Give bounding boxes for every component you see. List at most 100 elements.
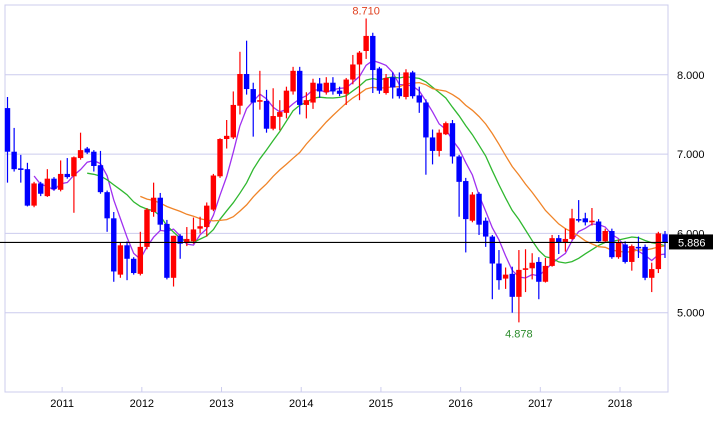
candle-body [217, 139, 223, 177]
candle-body [91, 151, 97, 166]
candle [44, 169, 51, 197]
x-tick-label: 2013 [209, 398, 233, 410]
candle [323, 77, 329, 95]
candle [11, 127, 17, 172]
candle [542, 257, 549, 283]
candle [157, 192, 163, 231]
candle [516, 250, 522, 323]
candle [536, 257, 542, 300]
candle-body [403, 72, 409, 97]
candle-body [290, 70, 296, 92]
y-tick-label: 5.000 [677, 308, 705, 320]
candle [489, 234, 496, 300]
candle-body [250, 89, 256, 103]
candle-body [602, 231, 608, 242]
last-price-box [669, 234, 713, 250]
candle-body [522, 268, 529, 270]
candle-body [350, 64, 356, 80]
candle [243, 40, 250, 95]
candle-body [390, 77, 396, 88]
candle-body [57, 173, 64, 190]
candle [177, 234, 183, 259]
candle-body [642, 246, 648, 278]
candle-body [124, 245, 130, 259]
candle-body [502, 274, 509, 279]
candle-body [549, 238, 555, 266]
candle-body [150, 197, 157, 212]
candle [237, 51, 243, 115]
candle [24, 162, 31, 207]
candle-body [649, 269, 655, 278]
candle-body [71, 157, 77, 177]
candle [263, 89, 270, 133]
candle-body [463, 181, 469, 220]
candle-body [582, 218, 589, 223]
candle-body [24, 169, 31, 206]
last-price-label: 5.886 [678, 237, 706, 249]
candle-body [396, 88, 403, 97]
x-tick-label: 2018 [608, 398, 632, 410]
candle-body [416, 95, 422, 103]
candle-body [38, 183, 44, 194]
candle-body [277, 112, 283, 117]
candle-body [343, 79, 349, 94]
candle-body [562, 238, 569, 243]
candle [84, 146, 90, 155]
candle [117, 242, 124, 278]
candle [390, 72, 396, 99]
candle [649, 262, 655, 293]
x-tick-label: 2017 [528, 398, 552, 410]
candle-body [536, 261, 542, 282]
candle-body [190, 229, 197, 242]
candle [436, 129, 442, 157]
candle [150, 182, 157, 217]
candle [250, 82, 256, 137]
candle [522, 249, 529, 293]
candle [556, 234, 562, 255]
candle-body [443, 123, 449, 135]
candle [137, 231, 144, 276]
candle [363, 18, 369, 59]
candle [370, 32, 376, 94]
candle [443, 121, 449, 136]
candle [77, 132, 84, 160]
candle-body [516, 269, 522, 297]
plot-area [4, 4, 669, 393]
candle-body [330, 82, 336, 92]
candle-body [489, 236, 496, 264]
candle [190, 217, 197, 244]
candle [502, 267, 509, 289]
candle-body [469, 194, 476, 221]
candle [509, 266, 515, 313]
candle [64, 158, 70, 179]
candle-body [409, 72, 416, 97]
candle-body [223, 135, 230, 140]
candle [316, 77, 323, 98]
candle-body [137, 246, 144, 274]
ma-long-line [140, 81, 666, 253]
candle-body [84, 148, 90, 153]
candle [170, 235, 177, 287]
x-tick-label: 2014 [289, 398, 313, 410]
candle-body [237, 73, 243, 106]
candle [356, 50, 363, 101]
candle-body [449, 123, 456, 157]
candle [277, 100, 283, 131]
x-tick-label: 2012 [130, 398, 154, 410]
candle-body [496, 263, 502, 281]
candle-body [316, 83, 323, 92]
candle [449, 119, 456, 164]
candle [562, 228, 569, 252]
candle [4, 96, 11, 183]
candle-body [595, 221, 602, 242]
candle-body [370, 35, 376, 71]
candle [230, 91, 237, 140]
candle [51, 177, 57, 191]
candle [396, 72, 403, 99]
candle [622, 241, 628, 264]
candle [416, 86, 422, 113]
candle [111, 211, 117, 282]
candle-body [622, 244, 628, 262]
candle-body [4, 108, 11, 152]
candle-body [297, 70, 303, 105]
